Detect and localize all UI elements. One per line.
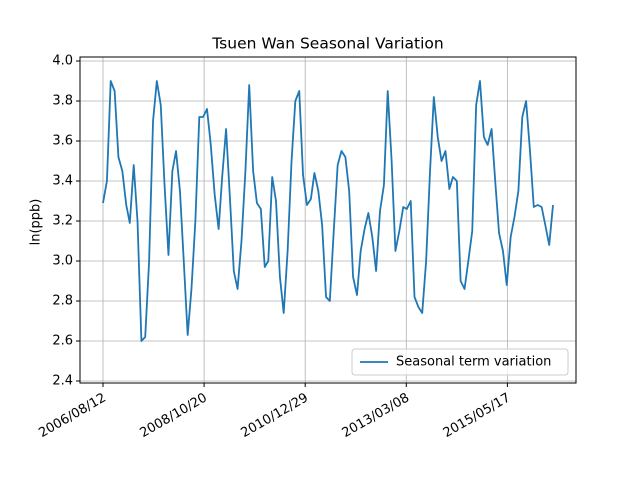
y-tick-label: 4.0 xyxy=(52,54,73,69)
y-tick-label: 2.6 xyxy=(52,334,73,349)
x-tick-label: 2006/08/12 xyxy=(36,391,108,441)
data-line xyxy=(102,80,554,342)
y-tick-label: 2.8 xyxy=(52,294,73,309)
x-tick-label: 2013/03/08 xyxy=(340,391,412,441)
legend-box xyxy=(351,348,569,376)
y-tick-label: 3.6 xyxy=(52,134,73,149)
legend-label: Seasonal term variation xyxy=(396,355,551,370)
chart-title: Tsuen Wan Seasonal Variation xyxy=(211,35,443,53)
y-axis-label: ln(ppb) xyxy=(29,199,44,246)
y-tick-label: 3.8 xyxy=(52,94,73,109)
x-tick-label: 2010/12/29 xyxy=(239,391,311,441)
y-tick-label: 3.0 xyxy=(52,254,73,269)
x-tick-label: 2008/10/20 xyxy=(137,391,209,441)
y-tick-label: 3.4 xyxy=(52,174,73,189)
plot-frame xyxy=(79,56,577,384)
x-tick-label: 2015/05/17 xyxy=(441,391,513,441)
y-tick-label: 2.4 xyxy=(52,374,73,389)
legend: Seasonal term variation xyxy=(351,348,569,376)
y-tick-label: 3.2 xyxy=(52,214,73,229)
